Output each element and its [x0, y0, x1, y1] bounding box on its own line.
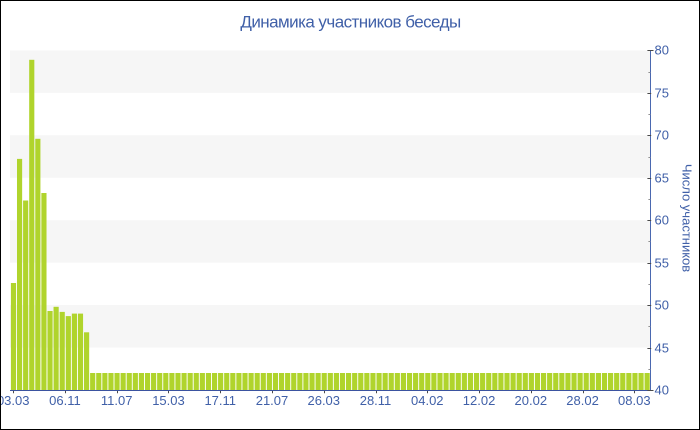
svg-text:50: 50 [655, 298, 669, 313]
svg-text:70: 70 [655, 128, 669, 143]
svg-text:Число участников: Число участников [680, 164, 695, 272]
svg-text:55: 55 [655, 256, 669, 271]
svg-text:21.07: 21.07 [256, 393, 289, 408]
svg-text:Динамика участников беседы: Динамика участников беседы [240, 12, 461, 31]
svg-text:28.11: 28.11 [360, 393, 392, 408]
svg-text:26.03: 26.03 [307, 393, 340, 408]
svg-text:11.07: 11.07 [101, 393, 133, 408]
svg-text:08.03: 08.03 [618, 393, 651, 408]
svg-text:12.02: 12.02 [463, 393, 496, 408]
svg-text:28.02: 28.02 [566, 393, 599, 408]
svg-text:04.02: 04.02 [411, 393, 444, 408]
svg-text:65: 65 [655, 171, 669, 186]
svg-text:75: 75 [655, 86, 669, 101]
svg-text:03.03: 03.03 [0, 393, 29, 408]
svg-text:15.03: 15.03 [152, 393, 185, 408]
svg-text:45: 45 [655, 341, 669, 356]
svg-text:17.11: 17.11 [204, 393, 236, 408]
svg-text:80: 80 [655, 43, 669, 58]
svg-text:40: 40 [655, 383, 669, 398]
svg-text:06.11: 06.11 [49, 393, 81, 408]
svg-text:60: 60 [655, 213, 669, 228]
svg-text:20.02: 20.02 [515, 393, 548, 408]
